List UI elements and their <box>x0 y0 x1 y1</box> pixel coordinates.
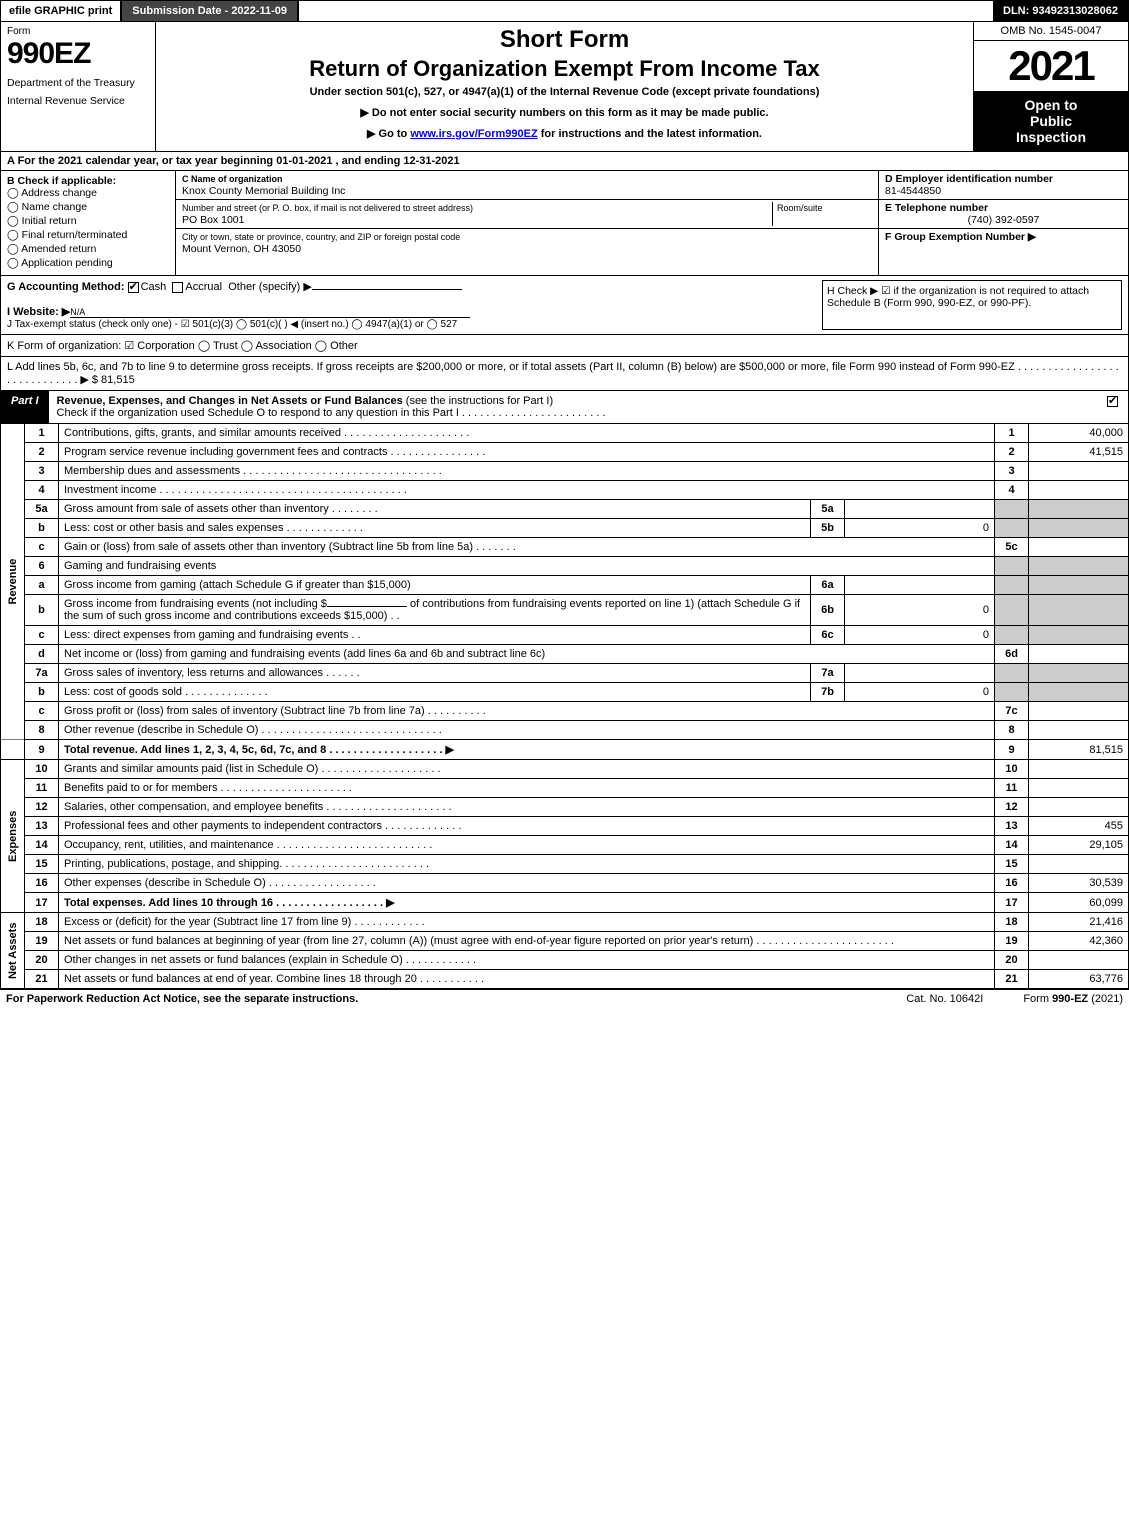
form-number: 990EZ <box>7 37 149 71</box>
inspect-3: Inspection <box>978 129 1124 145</box>
revenue-label: Revenue <box>1 424 25 740</box>
header-right: OMB No. 1545-0047 2021 Open to Public In… <box>973 22 1128 151</box>
return-title: Return of Organization Exempt From Incom… <box>164 56 965 82</box>
part-1-checkbox[interactable] <box>1099 391 1128 423</box>
c-city: City or town, state or province, country… <box>176 229 878 257</box>
street: PO Box 1001 <box>182 214 244 226</box>
under-section: Under section 501(c), 527, or 4947(a)(1)… <box>164 86 965 98</box>
goto-post: for instructions and the latest informat… <box>538 128 762 140</box>
line-6c-value: 0 <box>845 626 995 645</box>
d-grp: F Group Exemption Number ▶ <box>879 229 1128 275</box>
row-j: J Tax-exempt status (check only one) - ☑… <box>7 319 457 330</box>
part-1-title: Revenue, Expenses, and Changes in Net As… <box>49 391 1099 423</box>
c-street: Number and street (or P. O. box, if mail… <box>176 200 878 229</box>
col-b: B Check if applicable: ◯ Address change … <box>1 171 176 275</box>
telephone: (740) 392-0597 <box>885 214 1122 226</box>
col-d: D Employer identification number81-45448… <box>878 171 1128 275</box>
header-left: Form 990EZ Department of the Treasury In… <box>1 22 156 151</box>
line-6b-value: 0 <box>845 595 995 626</box>
open-to-public: Open to Public Inspection <box>974 91 1128 151</box>
submission-date: Submission Date - 2022-11-09 <box>122 1 299 21</box>
d-ein: D Employer identification number81-45448… <box>879 171 1128 200</box>
c-name: C Name of organization Knox County Memor… <box>176 171 878 200</box>
page-footer: For Paperwork Reduction Act Notice, see … <box>0 989 1129 1008</box>
header-center: Short Form Return of Organization Exempt… <box>156 22 973 151</box>
row-l: L Add lines 5b, 6c, and 7b to line 9 to … <box>0 357 1129 391</box>
line-13-value: 455 <box>1029 817 1129 836</box>
expenses-label: Expenses <box>1 760 25 913</box>
row-k: K Form of organization: ☑ Corporation ◯ … <box>0 335 1129 357</box>
col-b-title: B Check if applicable: <box>7 175 116 187</box>
goto-pre: ▶ Go to <box>367 128 410 140</box>
part-1-table: Revenue 1Contributions, gifts, grants, a… <box>0 424 1129 989</box>
footer-left: For Paperwork Reduction Act Notice, see … <box>6 993 866 1005</box>
goto-note: ▶ Go to www.irs.gov/Form990EZ for instru… <box>164 127 965 140</box>
col-c: C Name of organization Knox County Memor… <box>176 171 878 275</box>
form-label: Form <box>7 26 149 37</box>
footer-center: Cat. No. 10642I <box>866 993 1023 1005</box>
goto-link[interactable]: www.irs.gov/Form990EZ <box>410 128 537 140</box>
chk-initial[interactable]: ◯ Initial return <box>7 215 169 227</box>
form-header: Form 990EZ Department of the Treasury In… <box>0 22 1129 152</box>
row-a: A For the 2021 calendar year, or tax yea… <box>0 152 1129 171</box>
inspect-2: Public <box>978 113 1124 129</box>
chk-final[interactable]: ◯ Final return/terminated <box>7 229 169 241</box>
city: Mount Vernon, OH 43050 <box>182 243 301 255</box>
gross-receipts: 81,515 <box>101 374 135 386</box>
netassets-label: Net Assets <box>1 913 25 989</box>
top-bar: efile GRAPHIC print Submission Date - 20… <box>0 0 1129 22</box>
part-1-header: Part I Revenue, Expenses, and Changes in… <box>0 391 1129 424</box>
line-14-value: 29,105 <box>1029 836 1129 855</box>
d-tel: E Telephone number(740) 392-0597 <box>879 200 1128 229</box>
website: N/A <box>70 307 470 318</box>
row-a-text: A For the 2021 calendar year, or tax yea… <box>7 155 460 167</box>
line-1-value: 40,000 <box>1029 424 1129 443</box>
row-h: H Check ▶ ☑ if the organization is not r… <box>822 280 1122 330</box>
dln-label: DLN: 93492313028062 <box>993 1 1128 21</box>
line-9-value: 81,515 <box>1029 740 1129 760</box>
chk-name[interactable]: ◯ Name change <box>7 201 169 213</box>
chk-accrual[interactable] <box>172 282 183 293</box>
line-18-value: 21,416 <box>1029 913 1129 932</box>
ein: 81-4544850 <box>885 185 941 197</box>
tax-year: 2021 <box>974 41 1128 91</box>
efile-print-label[interactable]: efile GRAPHIC print <box>1 1 122 21</box>
other-specify[interactable] <box>312 289 462 290</box>
section-bcd: B Check if applicable: ◯ Address change … <box>0 171 1129 276</box>
ssn-note: ▶ Do not enter social security numbers o… <box>164 106 965 119</box>
line-5b-value: 0 <box>845 519 995 538</box>
chk-pending[interactable]: ◯ Application pending <box>7 257 169 269</box>
line-7b-value: 0 <box>845 683 995 702</box>
chk-amended[interactable]: ◯ Amended return <box>7 243 169 255</box>
row-i-lbl: I Website: ▶ <box>7 306 70 318</box>
chk-address[interactable]: ◯ Address change <box>7 187 169 199</box>
chk-cash[interactable] <box>128 282 139 293</box>
row-g: G Accounting Method: Cash Accrual Other … <box>7 280 822 330</box>
short-form-title: Short Form <box>164 26 965 54</box>
line-19-value: 42,360 <box>1029 932 1129 951</box>
dept-treasury: Department of the Treasury <box>7 77 149 89</box>
org-name: Knox County Memorial Building Inc <box>182 185 345 197</box>
part-1-label: Part I <box>1 391 49 423</box>
line-2-value: 41,515 <box>1029 443 1129 462</box>
row-gh: G Accounting Method: Cash Accrual Other … <box>0 276 1129 335</box>
omb-number: OMB No. 1545-0047 <box>974 22 1128 41</box>
line-16-value: 30,539 <box>1029 874 1129 893</box>
footer-right: Form 990-EZ (2021) <box>1023 993 1123 1005</box>
inspect-1: Open to <box>978 97 1124 113</box>
line-21-value: 63,776 <box>1029 970 1129 989</box>
line-17-value: 60,099 <box>1029 893 1129 913</box>
dept-irs: Internal Revenue Service <box>7 95 149 107</box>
